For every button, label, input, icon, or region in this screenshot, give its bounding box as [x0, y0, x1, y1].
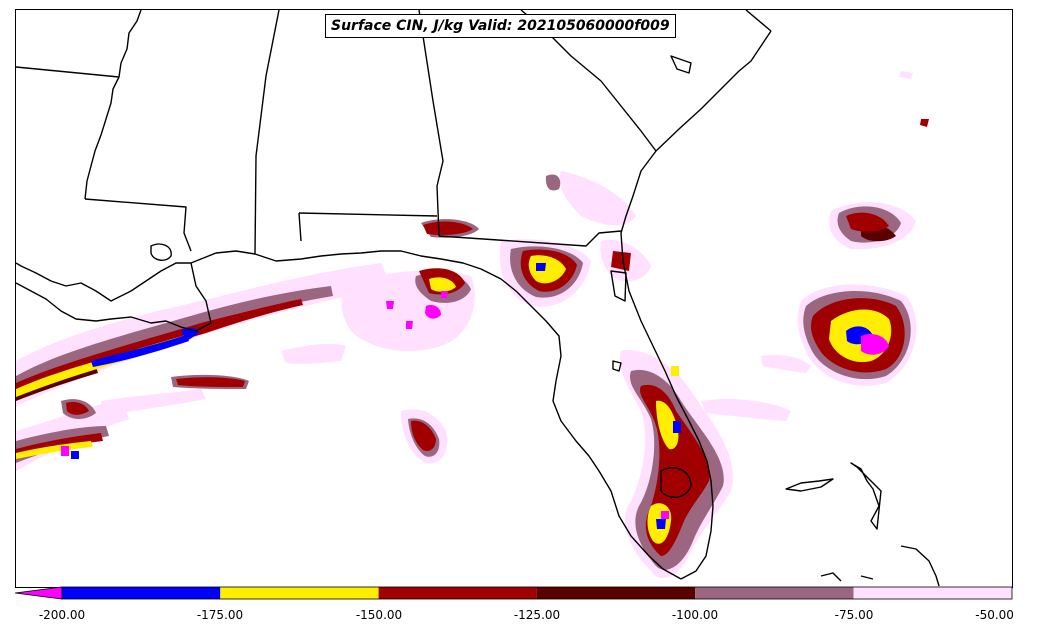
map-panel	[15, 9, 1013, 588]
colorbar-tick-label: -75.00	[834, 608, 874, 622]
cin-map	[16, 10, 940, 587]
colorbar-bin-150-125	[378, 587, 537, 599]
colorbar-bin-200-175	[62, 587, 221, 599]
cin-band-75-50	[16, 71, 917, 579]
colorbar-bin-100-75	[695, 587, 854, 599]
map-title: Surface CIN, J/kg Valid: 202105060000f00…	[325, 14, 676, 38]
cin-band-below-200	[61, 291, 889, 519]
colorbar	[15, 586, 1013, 600]
colorbar-tick-label: -150.00	[355, 608, 403, 622]
colorbar-extend-min	[15, 586, 63, 600]
colorbar-tick-label: -100.00	[671, 608, 719, 622]
map-boundaries	[16, 10, 940, 587]
colorbar-tick-label: -125.00	[513, 608, 561, 622]
cin-band-100-75	[16, 174, 911, 570]
colorbar-outline	[61, 586, 1013, 600]
colorbar-bin-75-50	[853, 587, 1012, 599]
cin-band-200-175	[71, 263, 873, 529]
colorbar-bin-125-100	[536, 587, 696, 599]
colorbar-tick-label: -50.00	[975, 608, 1014, 622]
colorbar-tick-label: -200.00	[38, 608, 86, 622]
colorbar-bin-175-150	[220, 587, 379, 599]
colorbar-tick-label: -175.00	[196, 608, 244, 622]
